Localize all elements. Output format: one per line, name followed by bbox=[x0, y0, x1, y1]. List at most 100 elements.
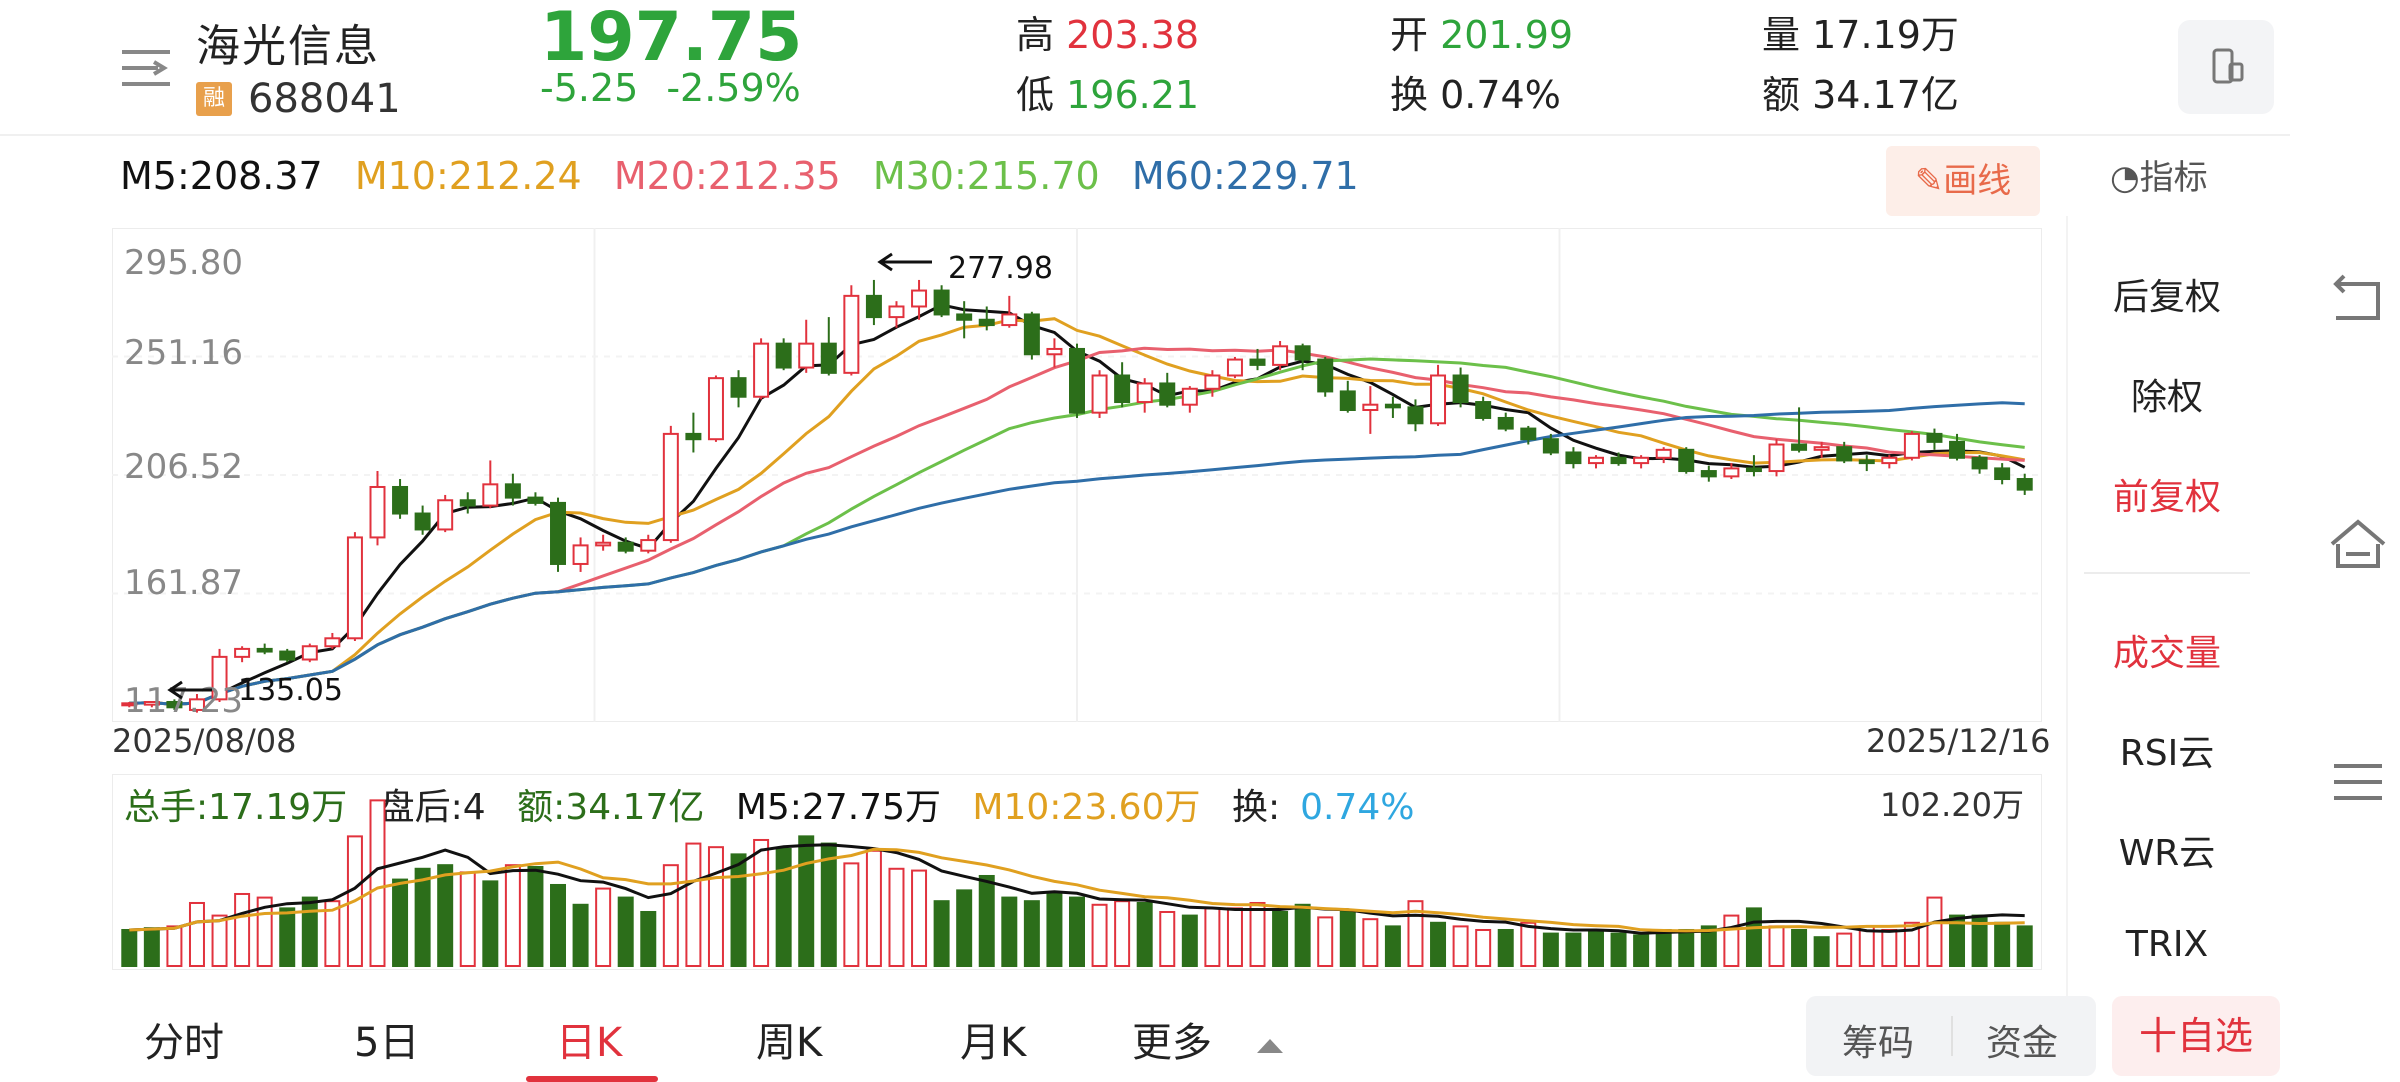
draw-line-label: 画线 bbox=[1943, 161, 2012, 201]
volume-bar bbox=[414, 867, 431, 967]
candle bbox=[437, 494, 454, 533]
volume-bar bbox=[1384, 925, 1401, 967]
min-price-label: 135.05 bbox=[238, 673, 343, 708]
candle bbox=[798, 319, 815, 373]
y-tick-label: 117.23 bbox=[124, 681, 243, 721]
candlestick-chart[interactable]: 295.80 251.16 206.52 161.87 117.23 277.9… bbox=[112, 228, 2042, 722]
candle bbox=[1587, 455, 1604, 469]
volume-bar bbox=[865, 849, 882, 967]
candle bbox=[1497, 412, 1514, 432]
candle-body bbox=[1881, 456, 1898, 465]
volume-bar bbox=[1069, 896, 1085, 967]
turnover-value: 0.74% bbox=[1440, 73, 1561, 117]
back-adjusted-option[interactable]: 后复权 bbox=[2112, 277, 2221, 318]
candle bbox=[1813, 441, 1830, 458]
ex-rights-option[interactable]: 除权 bbox=[2130, 377, 2203, 418]
volume-bar bbox=[730, 853, 747, 967]
candle bbox=[1452, 367, 1469, 408]
candle-body bbox=[978, 318, 995, 327]
volume-bar bbox=[753, 838, 770, 967]
candle-body bbox=[640, 539, 657, 552]
candle bbox=[279, 648, 296, 663]
candle bbox=[1023, 311, 1040, 360]
volume-bar bbox=[1204, 907, 1221, 968]
candle bbox=[1700, 465, 1717, 482]
volume-bar bbox=[392, 878, 409, 967]
forward-adjusted-option[interactable]: 前复权 bbox=[2112, 477, 2221, 518]
volume-bar bbox=[1317, 916, 1334, 968]
vol-ma10: M10:23.60万 bbox=[972, 787, 1201, 828]
add-to-watchlist-button[interactable]: 十自选 bbox=[2112, 996, 2280, 1076]
tab-weekly-k[interactable]: 周K bbox=[756, 1020, 823, 1066]
volume-bar bbox=[1926, 896, 1943, 967]
candle bbox=[1046, 338, 1063, 368]
volume-chart[interactable] bbox=[112, 774, 2042, 970]
candle bbox=[1791, 407, 1808, 453]
candle bbox=[1565, 447, 1582, 469]
candle bbox=[324, 632, 341, 649]
volume-bar bbox=[482, 880, 499, 967]
candle-body bbox=[1114, 374, 1131, 404]
tab-more[interactable]: 更多 bbox=[1132, 1010, 1285, 1068]
candle bbox=[1384, 396, 1401, 418]
ma20-value: M20:212.35 bbox=[613, 154, 841, 198]
volume-bar bbox=[1994, 921, 2011, 967]
candle bbox=[617, 537, 634, 554]
indicator-button[interactable]: ◔指标 bbox=[2110, 150, 2208, 199]
candle-body bbox=[865, 294, 882, 319]
recents-nav-icon[interactable] bbox=[2326, 758, 2390, 808]
volume-bar bbox=[369, 799, 386, 967]
candle-body bbox=[1971, 456, 1988, 470]
candle bbox=[1881, 455, 1898, 469]
y-tick-label: 295.80 bbox=[124, 243, 243, 283]
home-nav-icon[interactable] bbox=[2326, 514, 2390, 574]
candle bbox=[1745, 455, 1762, 477]
draw-line-button[interactable]: ✎画线 bbox=[1886, 146, 2040, 216]
volume-bar bbox=[1294, 903, 1311, 968]
landscape-toggle-button[interactable] bbox=[2178, 20, 2274, 114]
candle-body bbox=[1294, 345, 1311, 361]
candle bbox=[1520, 425, 1537, 445]
candle-body bbox=[459, 499, 476, 507]
candle bbox=[550, 497, 567, 572]
candle-body bbox=[1565, 451, 1582, 465]
wr-option[interactable]: WR云 bbox=[2118, 833, 2216, 874]
tab-monthly-k[interactable]: 月K bbox=[960, 1020, 1027, 1066]
candle-body bbox=[911, 289, 928, 308]
volume-bar bbox=[2016, 925, 2033, 967]
candle bbox=[482, 460, 499, 509]
candle-body bbox=[2016, 478, 2033, 491]
candle-body bbox=[956, 313, 973, 321]
candle bbox=[1339, 380, 1356, 413]
rsi-option[interactable]: RSI云 bbox=[2119, 733, 2215, 774]
candle-body bbox=[504, 483, 521, 499]
volume-bar bbox=[234, 892, 251, 967]
volume-bar bbox=[1181, 914, 1198, 967]
candle-body bbox=[301, 645, 318, 661]
high-label: 高 bbox=[1016, 13, 1055, 57]
trix-option[interactable]: TRIX bbox=[2125, 924, 2209, 964]
candle bbox=[459, 492, 476, 514]
volume-bar bbox=[1497, 928, 1514, 967]
candle-body bbox=[324, 637, 341, 648]
back-nav-icon[interactable] bbox=[2326, 270, 2390, 326]
candle-body bbox=[1949, 440, 1966, 459]
candle bbox=[2016, 473, 2033, 495]
candle-body bbox=[121, 702, 138, 707]
volume-bar bbox=[617, 896, 634, 967]
chips-button[interactable]: 筹码 bbox=[1842, 1023, 1915, 1064]
tab-daily-k[interactable]: 日K bbox=[556, 1020, 623, 1066]
candle bbox=[1407, 399, 1424, 432]
candle-body bbox=[1745, 467, 1762, 473]
candle-body bbox=[843, 294, 860, 374]
stock-name: 海光信息 bbox=[196, 21, 380, 72]
date-end: 2025/12/16 bbox=[1866, 722, 2051, 760]
min-marker: 135.05 bbox=[167, 673, 343, 708]
volume-bar bbox=[1903, 921, 1920, 967]
funds-button[interactable]: 资金 bbox=[1986, 1023, 2059, 1064]
candle-body bbox=[234, 647, 251, 658]
menu-icon[interactable] bbox=[118, 40, 174, 96]
tab-intraday[interactable]: 分时 bbox=[144, 1020, 224, 1066]
volume-indicator-option[interactable]: 成交量 bbox=[2112, 633, 2221, 674]
tab-5day[interactable]: 5日 bbox=[354, 1020, 420, 1066]
